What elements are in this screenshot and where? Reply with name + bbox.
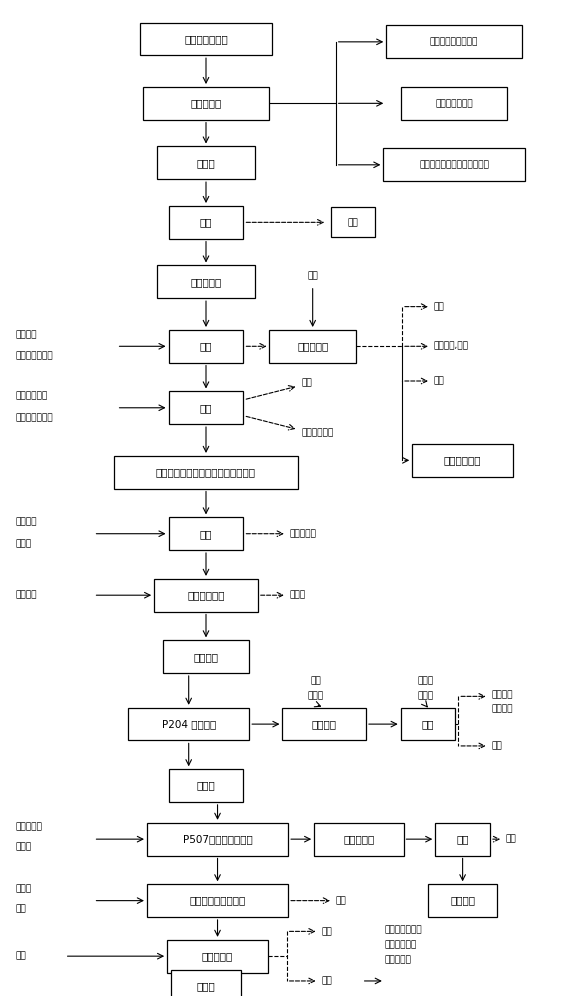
Text: 珠磨，粉碎: 珠磨，粉碎 (190, 277, 222, 287)
Text: 废气: 废气 (434, 302, 445, 311)
Text: 废气: 废气 (321, 927, 332, 936)
Text: 碳酸锂粗: 碳酸锂粗 (491, 690, 513, 699)
Text: 废旧锂离子电池: 废旧锂离子电池 (184, 34, 228, 44)
Text: 废水: 废水 (434, 376, 445, 385)
FancyBboxPatch shape (401, 87, 507, 120)
Text: 除铁: 除铁 (199, 529, 212, 539)
Text: 沉淠: 沉淠 (422, 719, 434, 729)
Text: 碳酸钠: 碳酸钠 (417, 676, 433, 685)
Text: P204 萃取除杂: P204 萃取除杂 (161, 719, 216, 729)
Text: 盐，外卖: 盐，外卖 (491, 705, 513, 714)
Text: 含龊溶液: 含龊溶液 (194, 652, 219, 662)
Text: 浸出: 浸出 (199, 403, 212, 413)
Text: 反萃洗液: 反萃洗液 (312, 719, 337, 729)
Text: 废水: 废水 (336, 896, 346, 905)
Text: 含锄溶液: 含锄溶液 (450, 896, 475, 906)
Text: 废气: 废气 (506, 835, 517, 844)
Text: 铝铁渣: 铝铁渣 (290, 591, 306, 600)
FancyBboxPatch shape (147, 884, 288, 917)
Text: 纯水: 纯水 (16, 952, 26, 961)
Text: 盐酸: 盐酸 (310, 676, 321, 685)
Text: 钴溶液: 钴溶液 (16, 843, 32, 852)
FancyBboxPatch shape (168, 330, 243, 363)
FancyBboxPatch shape (383, 148, 525, 181)
Text: 用于浸出工序: 用于浸出工序 (444, 455, 481, 465)
Text: 送硫酸镍生产线: 送硫酸镍生产线 (385, 925, 422, 934)
Text: 氢氧化钠: 氢氧化钠 (16, 517, 37, 526)
FancyBboxPatch shape (428, 884, 497, 917)
FancyBboxPatch shape (157, 146, 255, 179)
Text: 处理后直接用: 处理后直接用 (385, 940, 417, 949)
Text: 反萃洗涤，纯龊溶液: 反萃洗涤，纯龊溶液 (190, 896, 246, 906)
Text: 氢氧化铝,外卖: 氢氧化铝,外卖 (434, 342, 469, 351)
FancyBboxPatch shape (401, 708, 455, 740)
FancyBboxPatch shape (143, 87, 270, 120)
Text: 氢氧化钠: 氢氧化钠 (16, 330, 37, 339)
Text: 于浸出工序: 于浸出工序 (385, 955, 412, 964)
FancyBboxPatch shape (332, 207, 374, 237)
Text: 含铜负极，外卖: 含铜负极，外卖 (435, 99, 473, 108)
Text: 废水: 废水 (321, 976, 332, 985)
FancyBboxPatch shape (283, 708, 366, 740)
Text: 废水: 废水 (491, 741, 502, 750)
Text: 自来水或回用水: 自来水或回用水 (16, 352, 53, 361)
Text: 除铝: 除铝 (199, 341, 212, 351)
FancyBboxPatch shape (386, 25, 522, 58)
Text: 隔膜纸，漂洗后外卖: 隔膜纸，漂洗后外卖 (430, 37, 478, 46)
Text: 复合铝、铝壳，送高温熶炼区: 复合铝、铝壳，送高温熶炼区 (419, 160, 489, 169)
Text: 热解: 热解 (199, 217, 212, 227)
FancyBboxPatch shape (147, 823, 288, 856)
Text: 正极片: 正极片 (197, 158, 215, 168)
FancyBboxPatch shape (412, 444, 513, 477)
FancyBboxPatch shape (128, 708, 249, 740)
FancyBboxPatch shape (154, 579, 258, 612)
Text: 氯酸钠: 氯酸钠 (16, 539, 32, 548)
Text: 黄钠铁矾渣: 黄钠铁矾渣 (290, 529, 316, 538)
Text: 盐酸: 盐酸 (307, 271, 318, 280)
Text: 含锄萃余液: 含锄萃余液 (343, 834, 374, 844)
Text: 萃余液: 萃余液 (197, 781, 215, 791)
Text: 回用水: 回用水 (308, 691, 324, 700)
Text: 废气: 废气 (301, 378, 312, 387)
FancyBboxPatch shape (113, 456, 298, 489)
Text: 浸出液（含龊、少量锄、铁、铝等）: 浸出液（含龊、少量锄、铁、铝等） (156, 467, 256, 477)
Text: 炭黑渣，外卖: 炭黑渣，外卖 (301, 428, 333, 437)
Text: 盐酸和: 盐酸和 (16, 884, 32, 893)
FancyBboxPatch shape (435, 823, 490, 856)
FancyBboxPatch shape (167, 940, 268, 973)
FancyBboxPatch shape (168, 769, 243, 802)
FancyBboxPatch shape (314, 823, 404, 856)
Text: 碳生产线含: 碳生产线含 (16, 823, 43, 832)
Text: 氯化龊: 氯化龊 (197, 981, 215, 991)
FancyBboxPatch shape (270, 330, 356, 363)
Text: 结晶，洗涤: 结晶，洗涤 (202, 951, 233, 961)
Text: 浓缩: 浓缩 (456, 834, 469, 844)
Text: 硫酸，双氧水: 硫酸，双氧水 (16, 391, 48, 400)
Text: 拆解机拆解: 拆解机拆解 (190, 98, 222, 108)
Text: 废气: 废气 (347, 218, 359, 227)
FancyBboxPatch shape (171, 970, 240, 1000)
FancyBboxPatch shape (163, 640, 249, 673)
Text: 二次除铝与铁: 二次除铝与铁 (187, 590, 225, 600)
FancyBboxPatch shape (168, 206, 243, 239)
Text: 氢氧化钠: 氢氧化钠 (16, 591, 37, 600)
Text: 沉淠，压滤: 沉淠，压滤 (297, 341, 328, 351)
Text: 回用水: 回用水 (417, 691, 433, 700)
Text: 自来水或回用水: 自来水或回用水 (16, 413, 53, 422)
FancyBboxPatch shape (157, 265, 255, 298)
FancyBboxPatch shape (168, 391, 243, 424)
FancyBboxPatch shape (168, 517, 243, 550)
Text: 纯水: 纯水 (16, 904, 26, 913)
Text: P507萃取分离锄、龊: P507萃取分离锄、龊 (183, 834, 252, 844)
FancyBboxPatch shape (140, 23, 272, 55)
